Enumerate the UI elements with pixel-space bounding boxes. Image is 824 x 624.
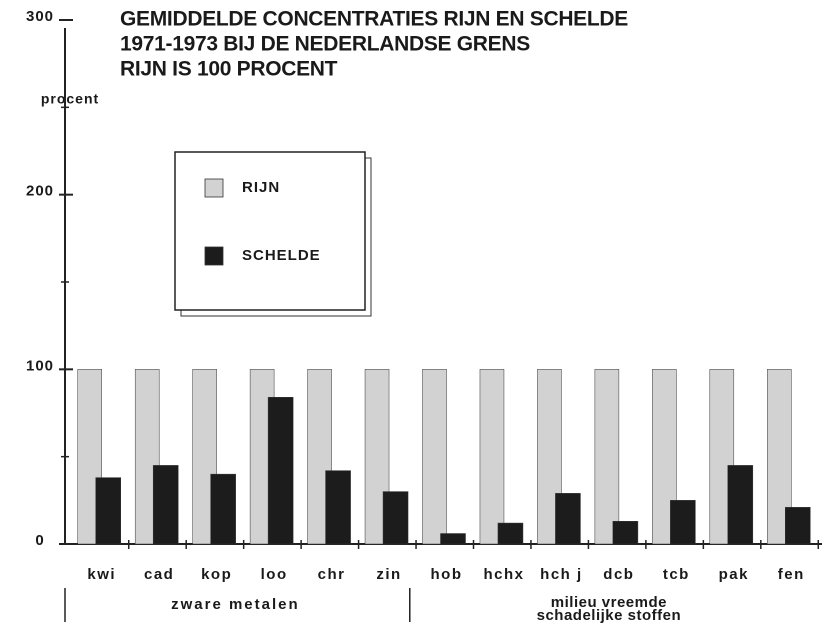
bar <box>152 465 179 545</box>
bar <box>670 500 696 545</box>
x-tick-label: tcb <box>663 566 690 583</box>
x-tick-label: loo <box>261 566 288 583</box>
bar <box>95 477 121 545</box>
bar <box>77 369 102 545</box>
group-label: milieu vreemde <box>551 594 667 611</box>
bar <box>497 522 524 545</box>
x-tick-label: cad <box>144 566 174 583</box>
y-axis-label: procent <box>41 91 99 107</box>
x-tick-label: kwi <box>87 566 116 583</box>
legend-label: SCHELDE <box>242 247 321 264</box>
bar <box>555 493 581 545</box>
bar <box>422 369 447 545</box>
bar <box>192 369 217 545</box>
y-tick-label: 100 <box>26 357 54 374</box>
bar <box>727 465 754 545</box>
x-tick-label: hchx <box>483 566 524 583</box>
bar <box>382 491 409 545</box>
bar <box>210 473 236 545</box>
chart-title: RIJN IS 100 PROCENT <box>120 58 338 81</box>
legend-swatch <box>204 178 224 198</box>
y-tick-label: 300 <box>26 8 54 25</box>
bar <box>479 369 505 545</box>
bar <box>325 470 351 545</box>
x-tick-label: kop <box>201 566 232 583</box>
chart-title: 1971-1973 BIJ DE NEDERLANDSE GRENS <box>120 33 530 56</box>
x-tick-label: chr <box>318 566 346 583</box>
x-tick-label: zin <box>376 566 401 583</box>
bar <box>440 533 466 545</box>
bar <box>612 521 639 545</box>
legend-swatch <box>204 246 224 266</box>
legend-label: RIJN <box>242 179 280 196</box>
group-label: zware metalen <box>171 596 300 613</box>
x-tick-label: dcb <box>603 566 634 583</box>
chart-title: GEMIDDELDE CONCENTRATIES RIJN EN SCHELDE <box>120 8 628 31</box>
group-label: schadelijke stoffen <box>537 607 682 624</box>
legend-box <box>174 151 366 311</box>
bar <box>594 369 620 545</box>
x-tick-label: pak <box>719 566 749 583</box>
bar <box>785 507 811 545</box>
x-tick-label: hob <box>431 566 463 583</box>
y-tick-label: 0 <box>35 532 44 549</box>
y-tick-label: 200 <box>26 183 54 200</box>
x-tick-label: fen <box>778 566 805 583</box>
x-tick-label: hch j <box>540 566 583 583</box>
bar <box>267 397 294 545</box>
